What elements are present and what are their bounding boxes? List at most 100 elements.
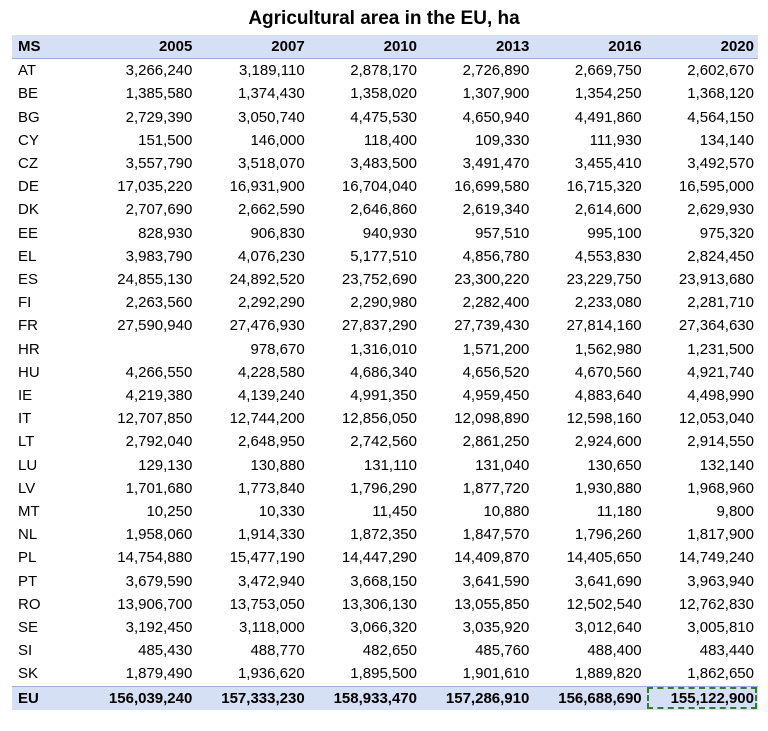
data-cell[interactable]: 2,619,340 (462, 201, 530, 219)
data-cell[interactable]: 27,590,940 (117, 317, 193, 335)
total-cell[interactable]: 156,039,240 (84, 685, 197, 710)
data-cell[interactable]: 482,650 (362, 642, 417, 660)
data-cell[interactable]: 2,662,590 (237, 201, 305, 219)
data-cell[interactable]: 4,670,560 (574, 363, 642, 381)
data-cell[interactable]: 2,861,250 (462, 433, 530, 451)
data-cell[interactable]: 10,330 (258, 503, 305, 521)
data-cell[interactable]: 27,739,430 (454, 317, 530, 335)
data-cell[interactable]: 3,641,590 (462, 572, 530, 590)
data-cell[interactable]: 995,100 (587, 224, 642, 242)
data-cell[interactable]: 1,354,250 (574, 85, 642, 103)
data-cell[interactable]: 3,518,070 (237, 155, 305, 173)
data-cell[interactable]: 1,773,840 (237, 479, 305, 497)
data-cell[interactable]: 2,646,860 (350, 201, 417, 219)
data-cell[interactable]: 14,409,870 (454, 549, 530, 567)
column-header-2010[interactable]: 2010 (308, 35, 421, 59)
data-cell[interactable]: 3,050,740 (237, 108, 305, 126)
data-cell[interactable]: 131,040 (475, 456, 530, 474)
row-label-cell[interactable]: SI (18, 642, 33, 660)
data-cell[interactable]: 109,330 (475, 131, 530, 149)
data-cell[interactable]: 4,266,550 (125, 363, 193, 381)
data-cell[interactable]: 485,430 (138, 642, 193, 660)
data-cell[interactable]: 1,901,610 (462, 665, 530, 683)
row-label-cell[interactable]: FR (18, 317, 38, 335)
data-cell[interactable]: 3,455,410 (574, 155, 642, 173)
data-cell[interactable]: 3,557,790 (125, 155, 193, 173)
data-cell[interactable]: 111,930 (589, 131, 642, 149)
data-cell[interactable]: 1,231,500 (687, 340, 754, 358)
row-label-cell[interactable]: LU (18, 456, 38, 474)
data-cell[interactable]: 2,878,170 (350, 62, 417, 80)
data-cell[interactable]: 14,405,650 (566, 549, 642, 567)
row-label-cell[interactable]: LV (18, 479, 36, 497)
data-cell[interactable]: 16,704,040 (341, 178, 417, 196)
data-cell[interactable]: 1,914,330 (237, 526, 305, 544)
row-label-cell[interactable]: CY (18, 131, 39, 149)
data-cell[interactable]: 13,055,850 (454, 595, 530, 613)
data-cell[interactable]: 12,598,160 (566, 410, 642, 428)
row-label-cell[interactable]: HR (18, 340, 40, 358)
row-label-cell[interactable]: IE (18, 387, 33, 405)
data-cell[interactable]: 2,263,560 (125, 294, 193, 312)
row-label-cell[interactable]: NL (18, 526, 38, 544)
data-cell[interactable]: 957,510 (475, 224, 530, 242)
total-cell[interactable]: 157,286,910 (421, 685, 534, 710)
data-cell[interactable]: 1,562,980 (574, 340, 642, 358)
data-cell[interactable]: 16,595,000 (678, 178, 754, 196)
data-cell[interactable]: 978,670 (250, 340, 305, 358)
data-cell[interactable]: 4,219,380 (125, 387, 193, 405)
row-label-cell[interactable]: PL (18, 549, 37, 567)
data-cell[interactable]: 2,742,560 (350, 433, 417, 451)
data-cell[interactable]: 3,679,590 (125, 572, 193, 590)
total-label-cell[interactable]: EU (12, 685, 85, 710)
data-cell[interactable]: 1,872,350 (350, 526, 417, 544)
data-cell[interactable]: 1,701,680 (125, 479, 193, 497)
data-cell[interactable]: 3,266,240 (125, 62, 193, 80)
data-cell[interactable]: 1,877,720 (462, 479, 530, 497)
data-cell[interactable]: 4,228,580 (237, 363, 305, 381)
data-cell[interactable]: 24,892,520 (229, 271, 305, 289)
data-cell[interactable]: 4,076,230 (237, 247, 305, 265)
row-label-cell[interactable]: PT (18, 572, 38, 590)
data-cell[interactable]: 3,472,940 (237, 572, 305, 590)
data-cell[interactable]: 2,924,600 (574, 433, 642, 451)
total-cell[interactable]: 158,933,470 (308, 685, 421, 710)
data-cell[interactable]: 2,824,450 (687, 247, 754, 265)
data-cell[interactable]: 130,880 (250, 456, 305, 474)
data-cell[interactable]: 15,477,190 (229, 549, 305, 567)
data-cell[interactable]: 1,930,880 (574, 479, 642, 497)
data-cell[interactable]: 2,290,980 (350, 294, 417, 312)
row-label-cell[interactable]: DE (18, 178, 39, 196)
data-cell[interactable]: 3,118,000 (239, 619, 305, 637)
data-cell[interactable]: 4,686,340 (350, 363, 417, 381)
row-label-cell[interactable]: SK (18, 665, 39, 683)
data-cell[interactable]: 2,629,930 (687, 201, 754, 219)
data-cell[interactable]: 2,669,750 (574, 62, 642, 80)
data-cell[interactable]: 4,656,520 (462, 363, 530, 381)
data-cell[interactable]: 23,913,680 (678, 271, 754, 289)
data-cell[interactable]: 3,189,110 (239, 62, 305, 80)
data-cell[interactable]: 1,374,430 (237, 85, 305, 103)
data-cell[interactable]: 1,316,010 (350, 340, 417, 358)
data-cell[interactable]: 2,281,710 (687, 294, 754, 312)
data-cell[interactable]: 4,553,830 (574, 247, 642, 265)
data-cell[interactable]: 2,792,040 (125, 433, 193, 451)
data-cell[interactable]: 27,476,930 (229, 317, 305, 335)
total-cell[interactable]: 157,333,230 (196, 685, 309, 710)
data-cell[interactable]: 12,098,890 (454, 410, 530, 428)
row-label-cell[interactable]: FI (18, 294, 32, 312)
data-cell[interactable]: 3,983,790 (125, 247, 193, 265)
data-cell[interactable]: 3,492,570 (687, 155, 754, 173)
data-cell[interactable]: 16,699,580 (454, 178, 530, 196)
data-cell[interactable]: 4,650,940 (462, 108, 530, 126)
data-cell[interactable]: 4,959,450 (462, 387, 530, 405)
data-cell[interactable]: 27,814,160 (566, 317, 642, 335)
data-cell[interactable]: 1,968,960 (687, 479, 754, 497)
total-cell[interactable]: 156,688,690 (533, 685, 646, 710)
data-cell[interactable]: 3,483,500 (350, 155, 417, 173)
data-cell[interactable]: 1,879,490 (125, 665, 193, 683)
data-cell[interactable]: 118,400 (363, 131, 417, 149)
data-cell[interactable]: 828,930 (138, 224, 193, 242)
data-cell[interactable]: 4,564,150 (687, 108, 754, 126)
row-label-cell[interactable]: HU (18, 363, 40, 381)
